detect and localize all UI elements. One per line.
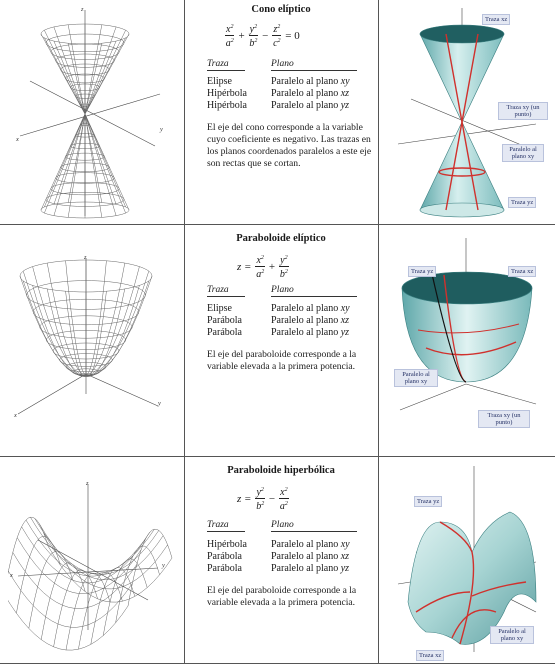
- header-rule: [207, 70, 245, 71]
- plane-header: Plano: [271, 59, 294, 69]
- trace-row: Elipse Paralelo al plano xy: [207, 303, 350, 314]
- surface-equation: z = x2 a2 + y2 b2: [237, 255, 289, 280]
- z-axis-label: z: [86, 480, 89, 487]
- hyperbolic-paraboloid-wireframe-figure: z x y: [8, 480, 180, 662]
- surface-description: El eje del cono corresponde a la variabl…: [207, 122, 372, 169]
- surface-description: El eje del paraboloide corresponde a la …: [207, 585, 357, 608]
- plane-header: Plano: [271, 285, 294, 295]
- label-traza-yz: Traza yz: [508, 197, 537, 208]
- label-traza-yz: Traza yz: [414, 496, 443, 507]
- label-traza-yz: Traza yz: [408, 266, 437, 277]
- column-divider: [378, 0, 379, 664]
- header-rule: [207, 296, 245, 297]
- x-axis-label: x: [14, 412, 17, 419]
- surface-description: El eje del paraboloide corresponde a la …: [207, 349, 357, 372]
- header-rule: [271, 296, 357, 297]
- surface-title: Cono elíptico: [251, 4, 311, 15]
- trace-row: Parábola Paralelo al plano yz: [207, 563, 350, 574]
- trace-row: Elipse Paralelo al plano xy: [207, 76, 350, 87]
- label-traza-xz: Traza xz: [508, 266, 537, 277]
- label-parallel-xy: Paralelo al plano xy: [502, 144, 544, 162]
- cone-wireframe-figure: z x y: [10, 6, 180, 220]
- trace-row: Hipérbola Paralelo al plano xy: [207, 539, 350, 550]
- cone-shaded-figure: Traza xz Traza xy (un punto) Paralelo al…: [386, 4, 552, 220]
- y-axis-label: y: [158, 400, 161, 407]
- row-divider: [0, 456, 555, 457]
- row-divider: [0, 224, 555, 225]
- header-rule: [271, 70, 357, 71]
- label-traza-xz: Traza xz: [416, 650, 445, 661]
- plane-header: Plano: [271, 520, 294, 530]
- x-axis-label: x: [16, 136, 19, 143]
- trace-header: Traza: [207, 520, 229, 530]
- trace-row: Hipérbola Paralelo al plano yz: [207, 100, 350, 111]
- header-rule: [207, 531, 245, 532]
- surface-title: Paraboloide hiperbólica: [227, 465, 335, 476]
- trace-header: Traza: [207, 285, 229, 295]
- label-traza-xz: Traza xz: [482, 14, 511, 25]
- y-axis-label: y: [162, 562, 165, 569]
- elliptic-paraboloid-wireframe-figure: z x y: [8, 254, 180, 430]
- x-axis-label: x: [10, 572, 13, 579]
- label-traza-xy-point: Traza xy (un punto): [478, 410, 530, 428]
- column-divider: [184, 0, 185, 664]
- hyperbolic-paraboloid-text-panel: Paraboloide hiperbólica z = y2 b2 − x2 a2 …: [185, 457, 378, 663]
- elliptic-paraboloid-text-panel: Paraboloide elíptico z = x2 a2 + y2 b2 Tra…: [185, 225, 378, 456]
- header-rule: [271, 531, 357, 532]
- z-axis-label: z: [81, 6, 84, 13]
- hyperbolic-paraboloid-shaded-figure: Traza yz Paralelo al plano xy Traza xz: [386, 462, 552, 662]
- surface-equation: z = y2 b2 − x2 a2: [237, 487, 289, 512]
- label-parallel-xy: Paralelo al plano xy: [490, 626, 534, 644]
- trace-row: Parábola Paralelo al plano xz: [207, 315, 350, 326]
- cone-text-panel: Cono elíptico x2 a2 + y2 b2 − z2 c2 = 0 Tra…: [185, 0, 378, 224]
- trace-row: Parábola Paralelo al plano yz: [207, 327, 350, 338]
- surface-title: Paraboloide elíptico: [236, 233, 326, 244]
- surface-equation: x2 a2 + y2 b2 − z2 c2 = 0: [225, 24, 300, 49]
- trace-row: Parábola Paralelo al plano xz: [207, 551, 350, 562]
- trace-header: Traza: [207, 59, 229, 69]
- label-parallel-xy: Paralelo al plano xy: [394, 369, 438, 387]
- trace-row: Hipérbola Paralelo al plano xz: [207, 88, 350, 99]
- elliptic-paraboloid-shaded-figure: Traza yz Traza xz Paralelo al plano xy T…: [386, 232, 552, 452]
- y-axis-label: y: [160, 126, 163, 133]
- label-traza-xy-point: Traza xy (un punto): [498, 102, 548, 120]
- z-axis-label: z: [84, 254, 87, 261]
